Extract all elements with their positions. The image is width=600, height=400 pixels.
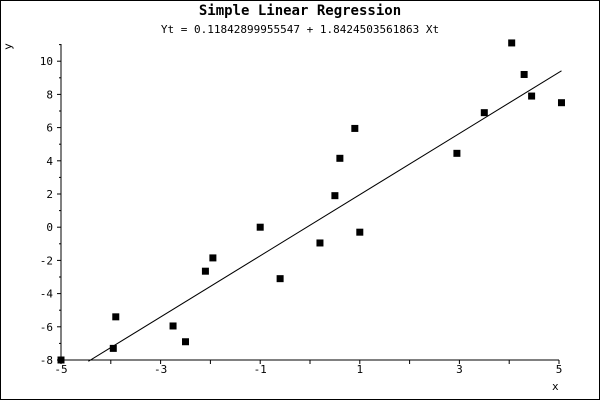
y-tick-label: 4 [46,155,53,168]
y-tick-label: 10 [40,55,53,68]
data-point [57,356,65,364]
x-tick-label: 3 [456,363,463,376]
data-point [453,149,461,157]
data-point [201,267,209,275]
y-tick-label: 8 [46,88,53,101]
data-point [112,313,120,321]
data-point [508,39,516,47]
x-tick-label: -1 [254,363,267,376]
data-point [528,92,536,100]
y-tick-label: 0 [46,221,53,234]
data-point [182,338,189,346]
y-tick-label: 6 [46,122,53,135]
data-point [316,239,324,247]
data-point [557,99,565,107]
data-point [520,70,528,78]
x-tick-label: 5 [556,363,563,376]
x-axis-label: x [552,380,559,393]
regression-line [88,70,562,362]
y-tick-label: -2 [40,254,53,267]
data-point [351,124,359,132]
data-point [169,322,177,330]
x-tick-label: -5 [54,363,67,376]
data-point [356,228,364,236]
x-tick-label: -3 [154,363,167,376]
chart-subtitle: Yt = 0.11842899955547 + 1.8424503561863 … [160,23,440,36]
data-point [480,109,488,117]
data-point [256,223,264,231]
y-tick-label: -4 [40,288,54,301]
chart-title: Simple Linear Regression [198,3,402,19]
data-point [209,254,217,262]
data-point [276,275,284,283]
data-point [336,154,344,162]
y-tick-label: -6 [40,321,53,334]
y-tick-label: 2 [46,188,53,201]
x-tick-label: 1 [356,363,363,376]
data-point [331,192,339,200]
data-point [109,344,117,352]
y-axis-label: y [1,43,15,50]
y-tick-label: -8 [40,354,53,367]
